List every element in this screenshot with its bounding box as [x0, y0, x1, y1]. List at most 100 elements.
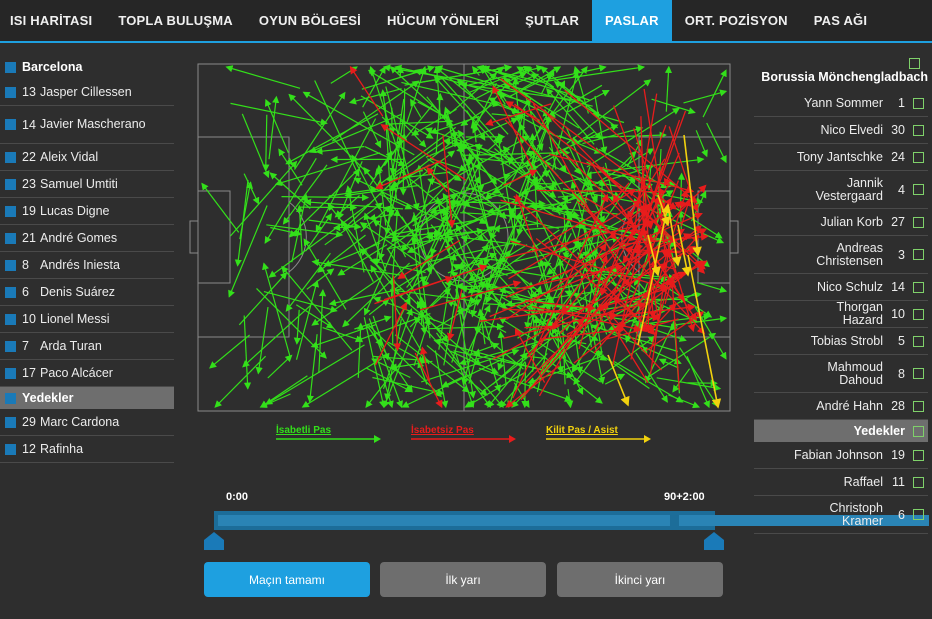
- player-name: Rafinha: [40, 441, 84, 456]
- home-team-header[interactable]: Barcelona: [0, 55, 174, 79]
- pass-arrow: [677, 224, 692, 277]
- player-checkbox[interactable]: [913, 476, 924, 488]
- player-checkbox[interactable]: [913, 151, 924, 163]
- tab-attack-directions[interactable]: HÜCUM YÖNLERİ: [386, 13, 500, 28]
- player-row[interactable]: Fabian Johnson 19: [754, 442, 928, 469]
- player-checkbox[interactable]: [5, 205, 16, 217]
- tab-ball-recoveries[interactable]: TOPLA BULUŞMA: [118, 13, 233, 28]
- player-row[interactable]: 22 Aleix Vidal: [0, 144, 174, 171]
- pass-arrow: [288, 93, 375, 180]
- second-half-button[interactable]: İkinci yarı: [557, 562, 723, 597]
- player-checkbox[interactable]: [5, 367, 16, 379]
- player-row[interactable]: 14 Javier Mascherano: [0, 106, 174, 144]
- player-row[interactable]: 8 Andrés Iniesta: [0, 252, 174, 279]
- pass-arrow: [324, 202, 383, 246]
- away-subs-header[interactable]: Yedekler: [754, 420, 928, 442]
- timeline-track[interactable]: [214, 511, 929, 530]
- pass-arrow: [306, 334, 318, 403]
- player-row[interactable]: 12 Rafinha: [0, 436, 174, 463]
- player-checkbox[interactable]: [913, 184, 924, 195]
- player-checkbox[interactable]: [913, 368, 924, 379]
- tab-shots[interactable]: ŞUTLAR: [525, 13, 580, 28]
- player-checkbox[interactable]: [913, 509, 924, 520]
- player-number: 13: [22, 85, 36, 99]
- player-row[interactable]: Yann Sommer 1: [754, 90, 928, 117]
- player-row[interactable]: Thorgan Hazard 10: [754, 301, 928, 328]
- player-checkbox[interactable]: [5, 86, 16, 98]
- pass-arrow: [635, 165, 664, 253]
- home-team-checkbox[interactable]: [5, 61, 16, 73]
- player-checkbox[interactable]: [5, 259, 16, 271]
- player-row[interactable]: Andreas Christensen 3: [754, 236, 928, 274]
- player-row[interactable]: 7 Arda Turan: [0, 333, 174, 360]
- player-checkbox[interactable]: [913, 281, 924, 293]
- player-checkbox[interactable]: [5, 151, 16, 163]
- player-checkbox[interactable]: [5, 286, 16, 298]
- player-row[interactable]: Nico Schulz 14: [754, 274, 928, 301]
- player-row[interactable]: Mahmoud Dahoud 8: [754, 355, 928, 393]
- timeline-start-handle[interactable]: [204, 532, 224, 550]
- home-subs-checkbox[interactable]: [5, 392, 16, 404]
- tab-passes[interactable]: PASLAR: [592, 0, 672, 41]
- player-row[interactable]: Raffael 11: [754, 469, 928, 496]
- player-row[interactable]: Tobias Strobl 5: [754, 328, 928, 355]
- first-half-button[interactable]: İlk yarı: [380, 562, 546, 597]
- player-checkbox[interactable]: [913, 216, 924, 228]
- player-row[interactable]: 23 Samuel Umtiti: [0, 171, 174, 198]
- player-row[interactable]: 29 Marc Cardona: [0, 409, 174, 436]
- pass-arrow: [679, 347, 719, 408]
- player-checkbox[interactable]: [913, 249, 924, 260]
- pass-arrow: [470, 121, 479, 143]
- pass-arrow: [268, 203, 370, 278]
- timeline-end-handle[interactable]: [704, 532, 724, 550]
- home-team-panel: Barcelona 13 Jasper Cillessen 14 Javier Mas…: [0, 55, 174, 463]
- pass-arrow: [609, 119, 681, 321]
- player-row[interactable]: 19 Lucas Digne: [0, 198, 174, 225]
- player-row[interactable]: 6 Denis Suárez: [0, 279, 174, 306]
- tab-heat-map[interactable]: ISI HARİTASI: [10, 13, 93, 28]
- player-name: Denis Suárez: [40, 284, 116, 299]
- pass-arrow: [648, 277, 672, 358]
- player-row[interactable]: 13 Jasper Cillessen: [0, 79, 174, 106]
- player-checkbox[interactable]: [5, 232, 16, 244]
- player-checkbox[interactable]: [5, 340, 16, 352]
- player-checkbox[interactable]: [5, 313, 16, 325]
- away-team-header[interactable]: Borussia Mönchengladbach: [754, 58, 928, 90]
- player-name: Mahmoud Dahoud: [827, 359, 883, 387]
- pass-arrow: [663, 152, 680, 187]
- pass-arrow: [238, 271, 288, 326]
- player-row[interactable]: Christoph Kramer 6: [754, 496, 928, 534]
- away-subs-checkbox[interactable]: [913, 425, 924, 437]
- player-checkbox[interactable]: [913, 335, 924, 347]
- pass-arrow: [419, 346, 431, 382]
- pass-arrow: [299, 203, 358, 212]
- player-checkbox[interactable]: [5, 178, 16, 190]
- player-row[interactable]: Nico Elvedi 30: [754, 117, 928, 144]
- tab-pass-network[interactable]: PAS AĞI: [813, 13, 868, 28]
- pass-arrow: [573, 65, 589, 114]
- player-checkbox[interactable]: [913, 97, 924, 109]
- player-checkbox[interactable]: [913, 308, 924, 320]
- pass-arrow: [401, 357, 505, 408]
- player-checkbox[interactable]: [5, 119, 16, 130]
- home-subs-header[interactable]: Yedekler: [0, 387, 174, 409]
- player-row[interactable]: 21 André Gomes: [0, 225, 174, 252]
- away-team-checkbox[interactable]: [909, 58, 920, 69]
- player-row[interactable]: 10 Lionel Messi: [0, 306, 174, 333]
- player-checkbox[interactable]: [5, 416, 16, 428]
- pass-arrow: [492, 85, 534, 169]
- player-row[interactable]: Tony Jantschke 24: [754, 144, 928, 171]
- full-match-button[interactable]: Maçın tamamı: [204, 562, 370, 597]
- player-checkbox[interactable]: [913, 449, 924, 461]
- tab-play-zone[interactable]: OYUN BÖLGESİ: [258, 13, 361, 28]
- player-checkbox[interactable]: [5, 443, 16, 455]
- tab-average-position[interactable]: ORT. POZİSYON: [684, 13, 788, 28]
- player-checkbox[interactable]: [913, 124, 924, 136]
- player-row[interactable]: Jannik Vestergaard 4: [754, 171, 928, 209]
- player-row[interactable]: André Hahn 28: [754, 393, 928, 420]
- player-row[interactable]: 17 Paco Alcácer: [0, 360, 174, 387]
- player-row[interactable]: Julian Korb 27: [754, 209, 928, 236]
- player-checkbox[interactable]: [913, 400, 924, 412]
- pass-arrow: [447, 234, 473, 277]
- pass-arrow: [596, 164, 654, 185]
